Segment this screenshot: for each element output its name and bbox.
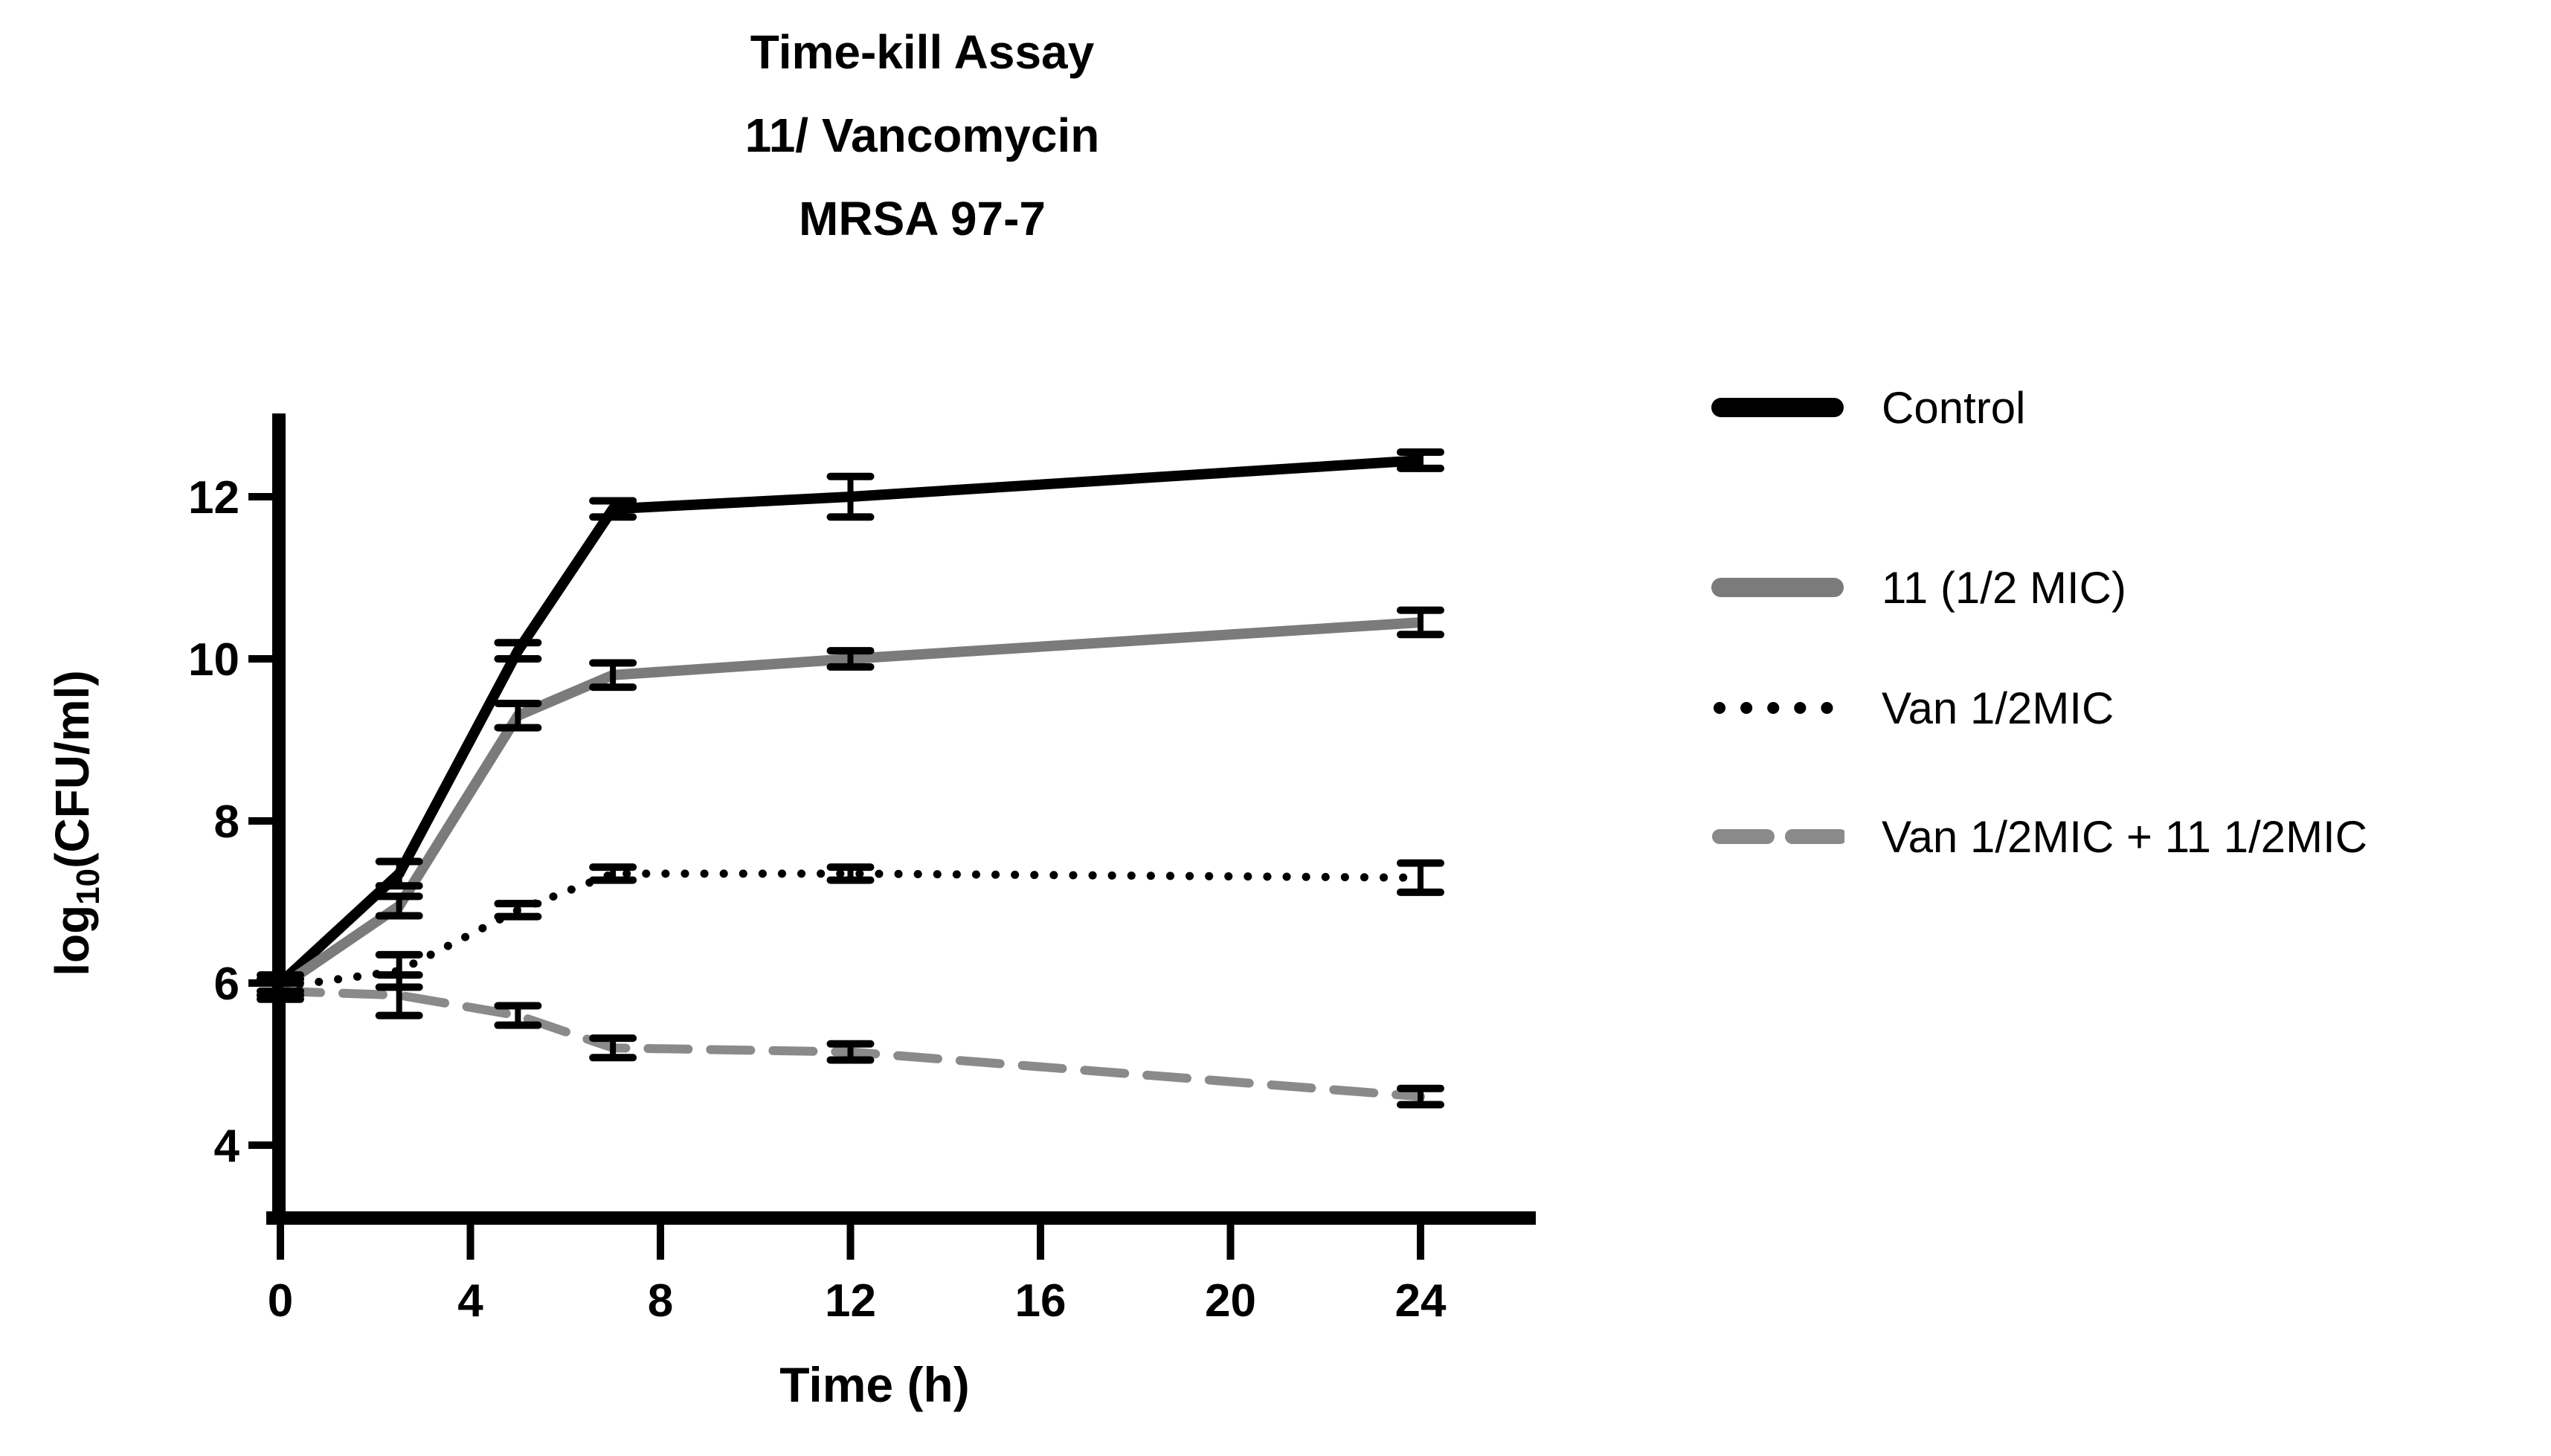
x-tick-label: 0 xyxy=(268,1275,293,1327)
legend-label: Van 1/2MIC + 11 1/2MIC xyxy=(1882,811,2368,862)
y-tick-label: 8 xyxy=(214,796,239,848)
series-line-4 xyxy=(276,986,1425,1101)
y-tick-label: 12 xyxy=(188,472,239,524)
chart-title-line-1: Time-kill Assay xyxy=(750,25,1095,79)
legend-item-control: Control xyxy=(1711,378,2025,437)
legend-label: Control xyxy=(1882,382,2026,433)
chart-title-line-2: 11/ Vancomycin xyxy=(744,109,1100,162)
legend-label: 11 (1/2 MIC) xyxy=(1882,562,2126,613)
series-line-3 xyxy=(276,869,1425,991)
legend-swatch-dashed-gray xyxy=(1712,829,1844,844)
x-tick-label: 16 xyxy=(1015,1275,1067,1327)
series-line-2 xyxy=(277,616,1421,992)
x-tick-label: 24 xyxy=(1395,1275,1447,1327)
y-tick-label: 6 xyxy=(214,959,239,1010)
legend-item-11-half-mic: 11 (1/2 MIC) xyxy=(1711,558,2126,617)
chart-title: Time-kill Assay 11/ Vancomycin MRSA 97-7 xyxy=(327,10,1517,260)
x-axis-label: Time (h) xyxy=(779,1357,970,1412)
legend-swatch-dotted-black xyxy=(1714,702,1844,714)
y-tick-label: 4 xyxy=(214,1121,240,1172)
legend-swatch-solid-black xyxy=(1711,398,1844,417)
x-tick-label: 4 xyxy=(457,1275,483,1327)
y-tick-label: 10 xyxy=(188,634,239,686)
legend-item-van-plus-11: Van 1/2MIC + 11 1/2MIC xyxy=(1711,807,2367,866)
x-tick-label: 20 xyxy=(1205,1275,1256,1327)
x-tick-label: 12 xyxy=(825,1275,876,1327)
legend-swatch-solid-gray xyxy=(1711,578,1844,597)
legend-label: Van 1/2MIC xyxy=(1882,683,2114,733)
x-tick-label: 8 xyxy=(648,1275,673,1327)
legend-item-van-half-mic: Van 1/2MIC xyxy=(1711,678,2114,738)
chart-title-line-3: MRSA 97-7 xyxy=(799,192,1046,245)
series-line-1 xyxy=(277,454,1421,988)
